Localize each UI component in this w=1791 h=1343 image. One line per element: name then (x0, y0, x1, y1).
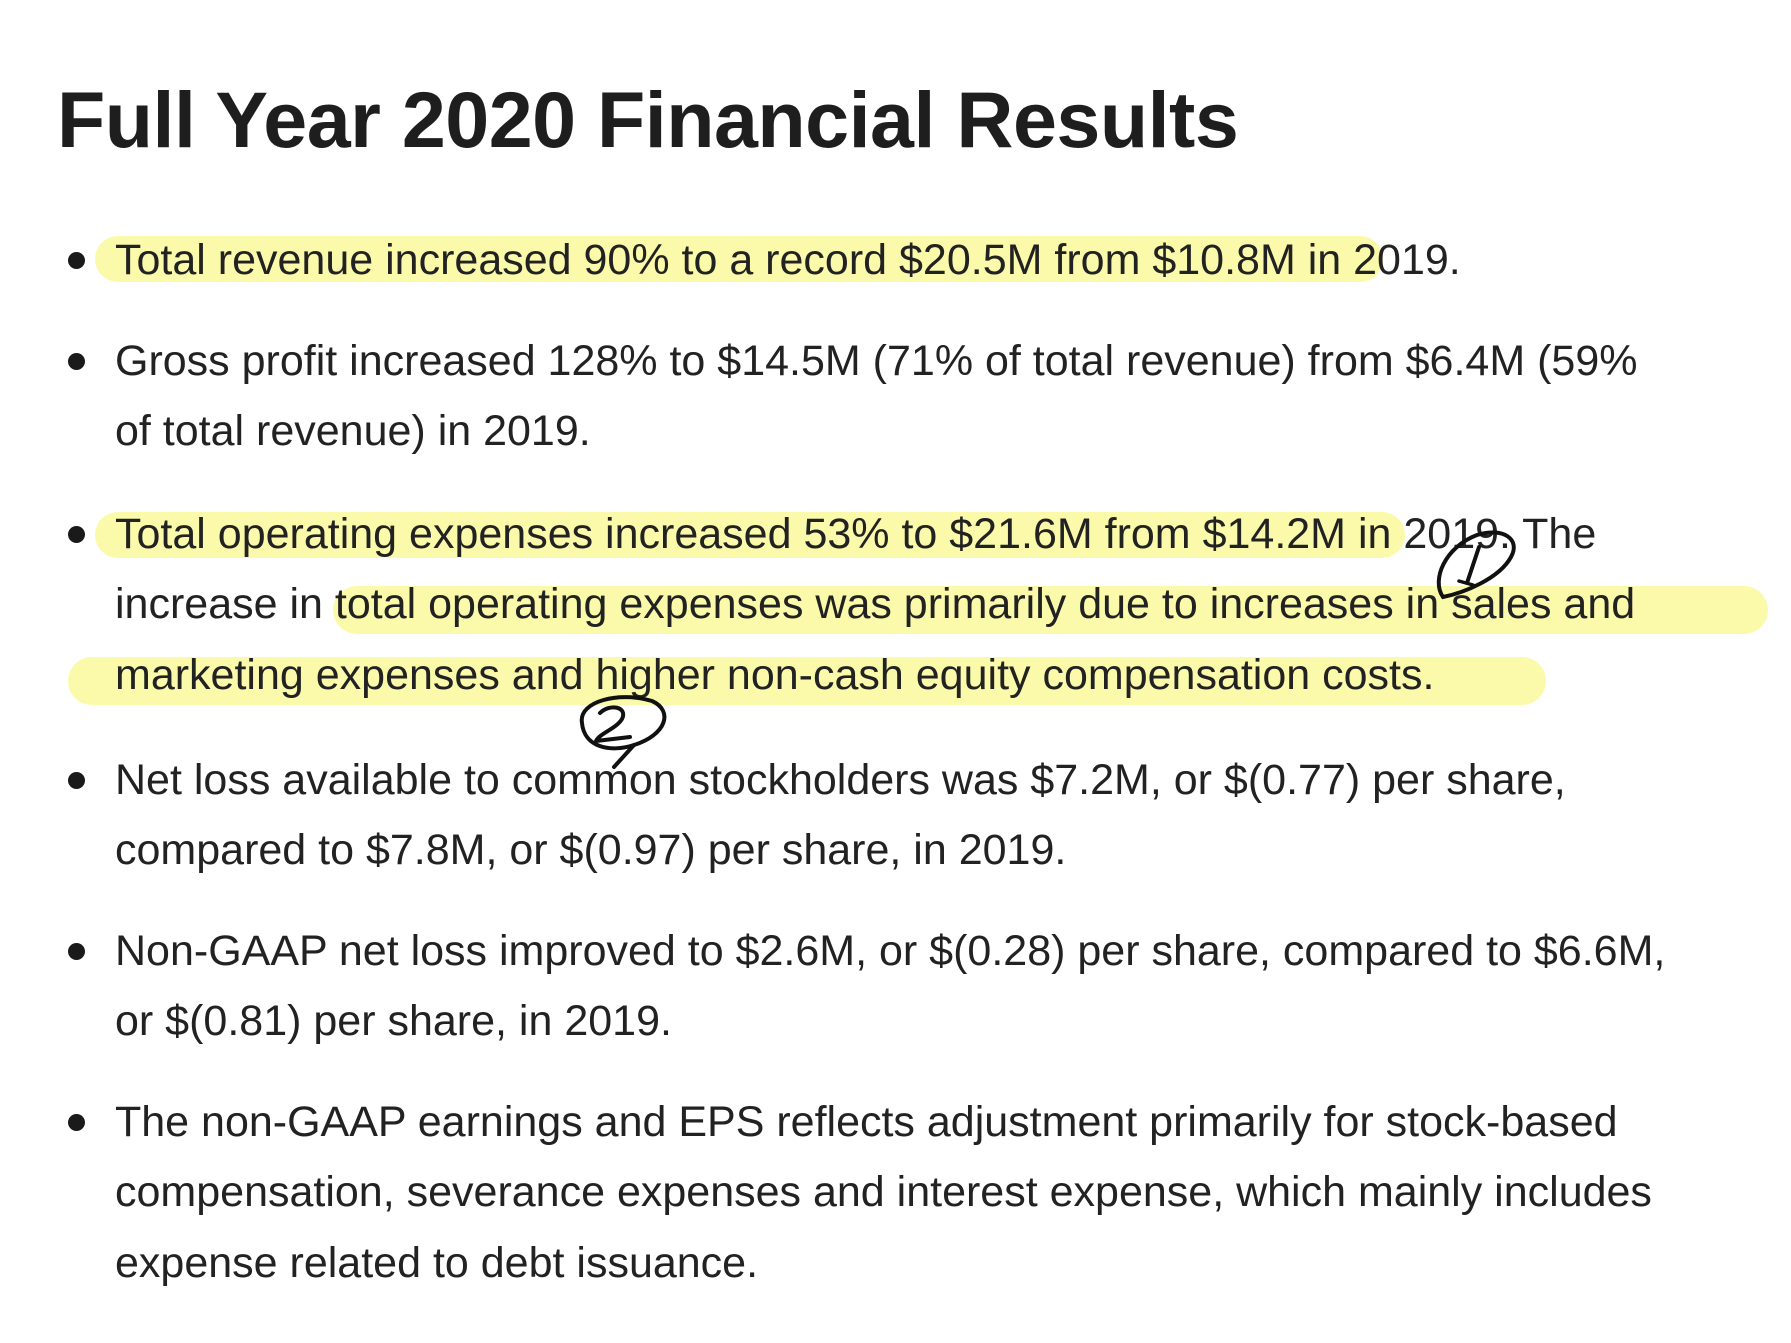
bullet-icon (68, 252, 85, 269)
page-title: Full Year 2020 Financial Results (57, 75, 1239, 164)
bullet-icon (68, 943, 85, 960)
list-item-line: The non-GAAP earnings and EPS reflects a… (115, 1098, 1618, 1146)
list-item-line: compared to $7.8M, or $(0.97) per share,… (115, 826, 1067, 874)
list-item-line: Total operating expenses increased 53% t… (115, 510, 1597, 558)
list-item-line: Gross profit increased 128% to $14.5M (7… (115, 337, 1638, 385)
highlight-revenue (95, 236, 1383, 282)
handwritten-marker-2-icon (579, 695, 667, 769)
list-item-line: marketing expenses and higher non-cash e… (115, 651, 1435, 699)
bullet-icon (68, 1114, 85, 1131)
list-item-line: increase in total operating expenses was… (115, 580, 1636, 628)
bullet-icon (68, 772, 85, 789)
highlight-opex-line2 (333, 586, 1768, 634)
list-item-line: of total revenue) in 2019. (115, 407, 591, 455)
bullet-icon (68, 353, 85, 370)
list-item-line: or $(0.81) per share, in 2019. (115, 997, 672, 1045)
bullet-icon (68, 526, 85, 543)
list-item-line: Non-GAAP net loss improved to $2.6M, or … (115, 927, 1666, 975)
highlight-opex-line3 (68, 657, 1546, 705)
handwritten-marker-1-icon (1436, 530, 1516, 600)
list-item-line: expense related to debt issuance. (115, 1239, 759, 1287)
list-item-line: Total revenue increased 90% to a record … (115, 236, 1461, 284)
highlight-opex-line1 (95, 512, 1405, 558)
list-item-line: compensation, severance expenses and int… (115, 1168, 1652, 1216)
list-item-line: Net loss available to common stockholder… (115, 756, 1566, 804)
